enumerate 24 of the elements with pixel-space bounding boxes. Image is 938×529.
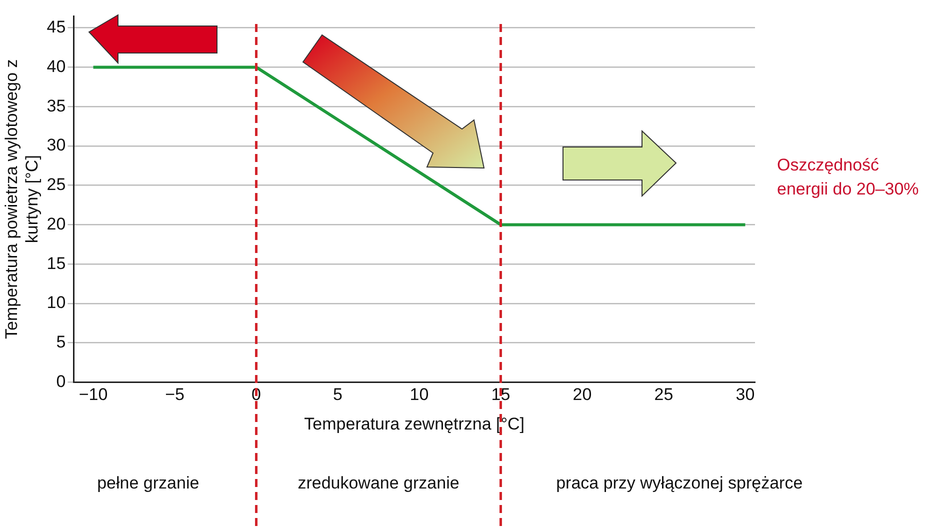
x-tick-label: −5 <box>165 385 184 404</box>
y-tick-label: 20 <box>46 214 66 234</box>
y-tick-label: 40 <box>46 56 66 76</box>
x-tick-label: 15 <box>491 385 510 404</box>
x-tick-label: −10 <box>78 385 108 404</box>
x-tick-label: 20 <box>572 385 592 404</box>
y-tick-label: 25 <box>46 175 66 194</box>
x-axis-title: Temperatura zewnętrzna [°C] <box>304 414 525 434</box>
y-tick-label: 0 <box>56 372 66 391</box>
x-tick-label: 5 <box>333 385 342 404</box>
x-tick-label: 30 <box>736 385 755 404</box>
text: pełne grzanie <box>97 474 200 493</box>
y-tick-label: 15 <box>46 254 66 273</box>
text: zredukowane grzanie <box>298 474 460 493</box>
x-tick-label: 10 <box>410 385 429 404</box>
text: praca przy wyłączonej sprężarce <box>556 474 803 493</box>
y-tick-label: 45 <box>46 18 66 36</box>
x-tick-label: 25 <box>654 385 674 404</box>
y-tick-label: 30 <box>46 136 66 155</box>
y-tick-label: 10 <box>46 293 66 312</box>
y-tick-label: 5 <box>56 332 66 352</box>
y-tick-label: 35 <box>46 96 66 116</box>
y-axis-title: Temperatura powietrza wylotowego z kurtyny [°C] <box>2 59 42 339</box>
text: Oszczędność energii do 20–30% <box>777 155 919 198</box>
